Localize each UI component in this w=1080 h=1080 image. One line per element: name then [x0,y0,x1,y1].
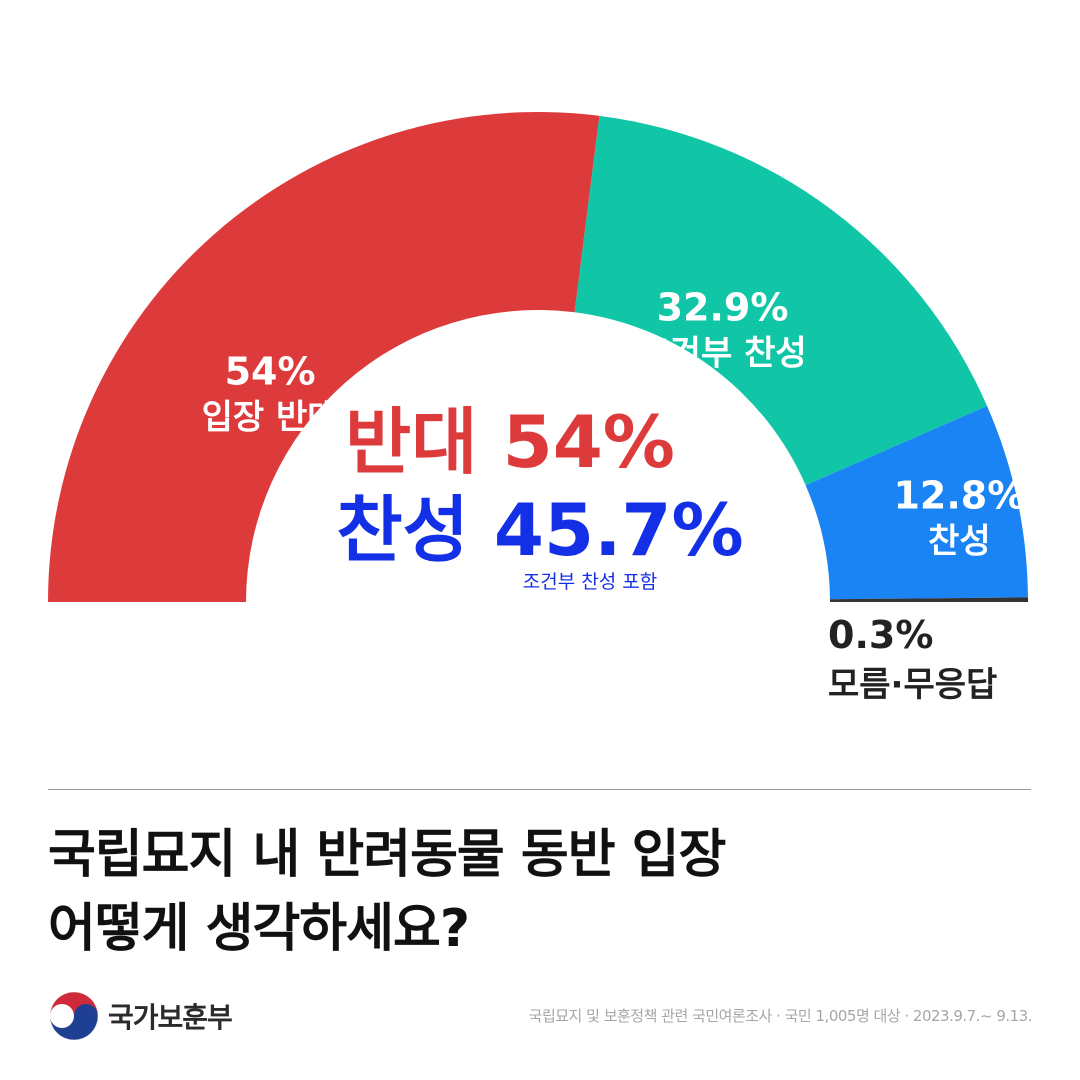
center-support-text: 찬성 45.7% [336,488,743,572]
footer: 국가보훈부 국립묘지 및 보훈정책 관련 국민여론조사 · 국민 1,005명 … [48,990,1033,1042]
slice-3-label: 찬성 [928,521,991,561]
slice-3 [805,405,1028,600]
survey-question: 국립묘지 내 반려동물 동반 입장 어떻게 생각하세요? [48,818,1038,966]
slice-3-value: 12.8% [893,473,1025,517]
slice-4 [829,597,1028,602]
slice-2-value: 32.9% [657,285,789,329]
slice-2-label: 조건부 찬성 [638,333,806,373]
slice-2 [574,115,988,486]
slice-4-label: 모름·무응답 [828,665,997,705]
question-line-1: 국립묘지 내 반려동물 동반 입장 [48,825,726,885]
half-donut-chart: 54%입장 반대 32.9%조건부 찬성 12.8%찬성 0.3% 모름·무응답 반대 … [48,112,1028,705]
center-note-text: 조건부 찬성 포함 [523,571,657,593]
taegeuk-logo-icon [49,991,99,1041]
question-line-2: 어떻게 생각하세요? [48,899,470,959]
slice-1 [48,112,600,602]
slice-4-value: 0.3% [828,613,933,657]
survey-source: 국립묘지 및 보훈정책 관련 국민여론조사 · 국민 1,005명 대상 · 2… [528,1007,1033,1025]
slice-1-value: 54% [225,350,316,394]
slice-1-label: 입장 반대 [202,398,339,438]
org-name: 국가보훈부 [108,1001,233,1034]
divider [48,789,1031,790]
center-oppose-text: 반대 54% [345,400,675,484]
